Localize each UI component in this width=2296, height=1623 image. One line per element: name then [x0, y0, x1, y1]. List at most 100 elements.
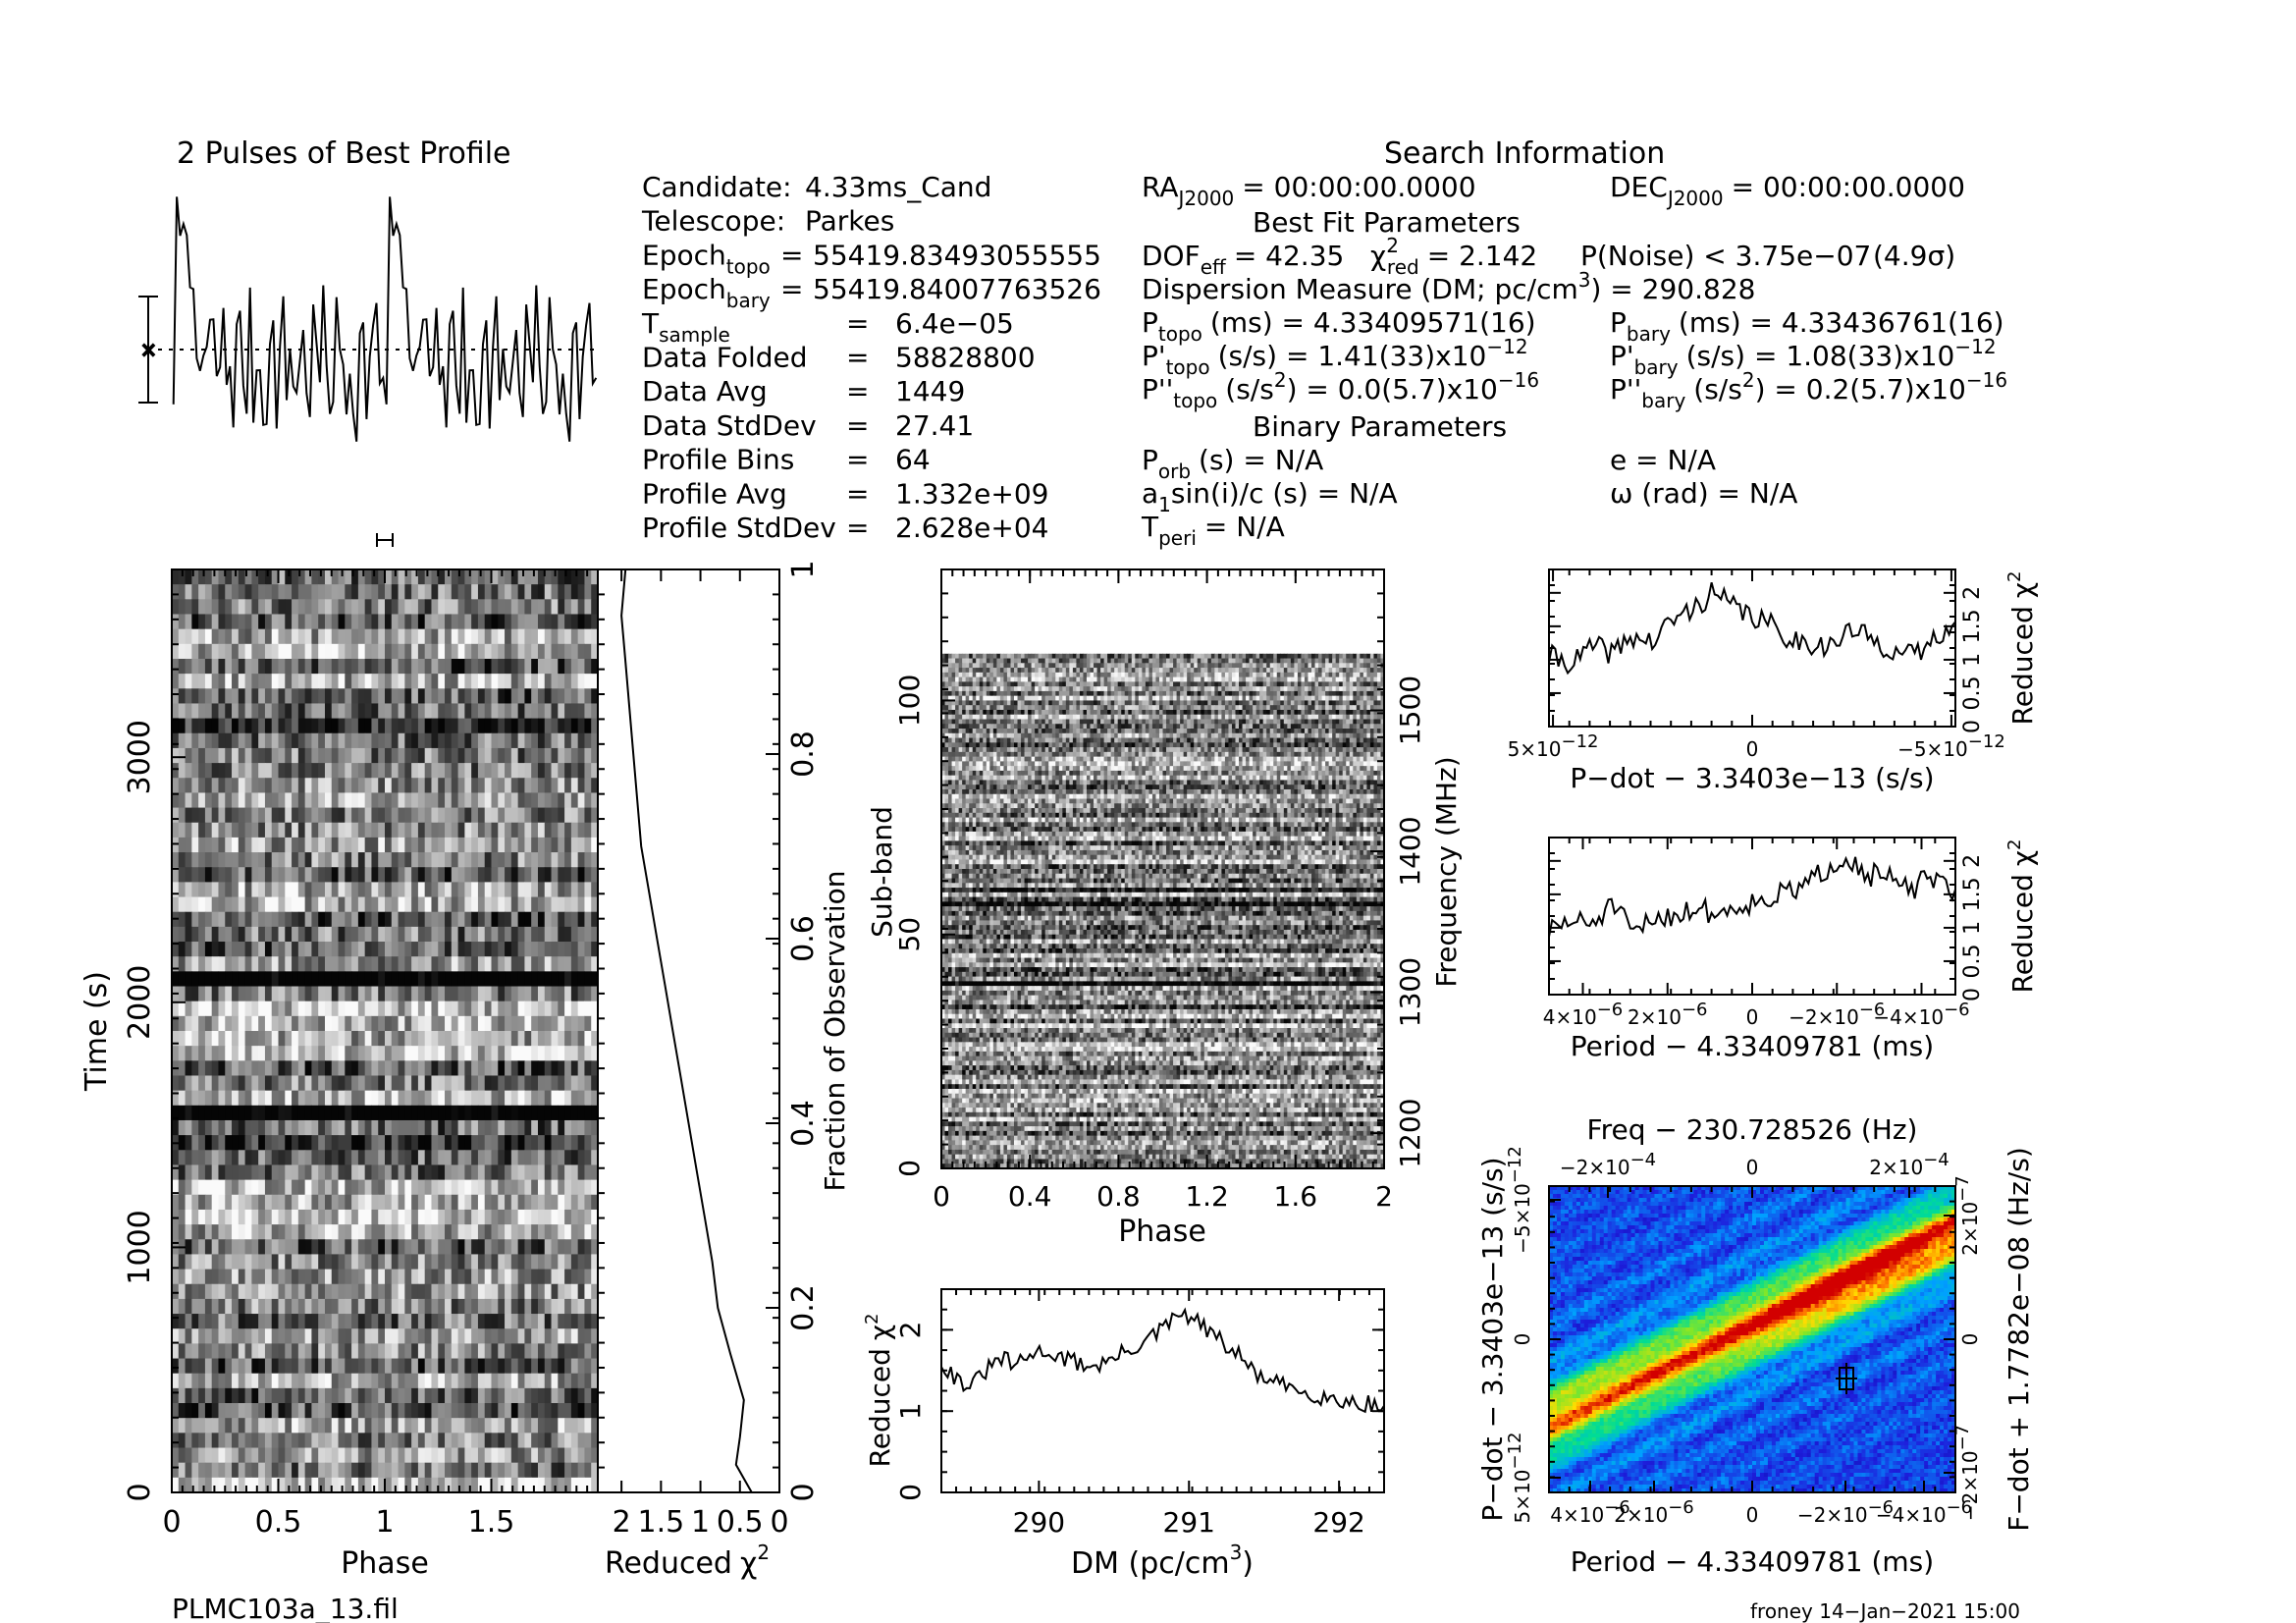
heatmap-cell	[510, 1433, 519, 1449]
heatmap-cell	[1155, 663, 1160, 669]
heatmap-cell	[357, 778, 366, 794]
heatmap-cell	[232, 1209, 240, 1225]
heatmap-cell	[378, 628, 386, 645]
heatmap-cell	[1145, 653, 1149, 660]
heatmap-cell	[1055, 672, 1060, 678]
heatmap-cell	[1304, 668, 1309, 674]
heatmap-cell	[271, 1179, 280, 1196]
heatmap-cell	[371, 1358, 379, 1375]
heatmap-cell	[311, 763, 319, 779]
heatmap-cell	[172, 1447, 180, 1464]
heatmap-cell	[271, 1403, 280, 1419]
heatmap-cell	[258, 1283, 266, 1300]
heatmap-cell	[451, 1194, 459, 1211]
heatmap-cell	[225, 1164, 233, 1181]
heatmap-cell	[351, 1179, 359, 1196]
heatmap-cell	[517, 942, 526, 957]
info-row-value: 1.332e+09	[895, 477, 1048, 510]
heatmap-cell	[357, 1298, 366, 1315]
heatmap-cell	[391, 986, 400, 1002]
heatmap-cell	[537, 1462, 546, 1479]
heatmap-cell	[1176, 653, 1181, 660]
heatmap-cell	[431, 986, 439, 1002]
heatmap-cell	[537, 628, 546, 645]
heatmap-cell	[297, 1239, 306, 1256]
heatmap-cell	[204, 1387, 213, 1404]
heatmap-cell	[544, 732, 553, 749]
heatmap-cell	[577, 1224, 586, 1240]
heatmap-cell	[411, 792, 419, 809]
heatmap-cell	[391, 1031, 400, 1047]
heatmap-cell	[411, 837, 419, 853]
heatmap-cell	[364, 688, 373, 705]
heatmap-cell	[391, 882, 400, 898]
heatmap-cell	[1187, 653, 1192, 660]
heatmap-cell	[311, 1462, 319, 1479]
heatmap-cell	[591, 1403, 599, 1419]
heatmap-cell	[1183, 676, 1188, 682]
heatmap-cell	[477, 1269, 486, 1285]
heatmap-cell	[391, 1015, 400, 1032]
heatmap-cell	[1021, 658, 1026, 664]
heatmap-cell	[324, 1298, 333, 1315]
heatmap-cell	[517, 911, 526, 928]
heatmap-cell	[204, 1447, 213, 1464]
heatmap-cell	[338, 1403, 346, 1419]
heatmap-cell	[431, 807, 439, 824]
heatmap-cell	[398, 1358, 405, 1375]
heatmap-cell	[544, 1164, 553, 1181]
heatmap-cell	[551, 1119, 559, 1136]
heatmap-cell	[285, 1269, 293, 1285]
heatmap-cell	[544, 584, 553, 600]
heatmap-cell	[524, 703, 532, 720]
heatmap-cell	[438, 822, 446, 839]
heatmap-cell	[292, 986, 299, 1002]
heatmap-cell	[431, 1387, 439, 1404]
heatmap-cell	[185, 1239, 192, 1256]
heatmap-cell	[1169, 658, 1174, 664]
heatmap-cell	[584, 1328, 592, 1344]
heatmap-cell	[524, 1477, 532, 1493]
heatmap-cell	[204, 942, 213, 957]
heatmap-cell	[1321, 668, 1326, 674]
heatmap-cell	[331, 1403, 340, 1419]
heatmap-cell	[371, 807, 379, 824]
dof-field: DOFeff = 42.35	[1142, 240, 1344, 279]
heatmap-cell	[211, 584, 220, 600]
heatmap-cell	[385, 1194, 393, 1211]
heatmap-cell	[524, 614, 532, 630]
heatmap-cell	[311, 1269, 319, 1285]
heatmap-cell	[591, 1060, 599, 1077]
heatmap-cell	[477, 1433, 486, 1449]
heatmap-cell	[391, 926, 400, 943]
heatmap-cell	[564, 1164, 572, 1181]
heatmap-cell	[424, 628, 433, 645]
heatmap-cell	[258, 778, 266, 794]
heatmap-cell	[524, 1224, 532, 1240]
heatmap-cell	[304, 1015, 313, 1032]
heatmap-cell	[438, 1328, 446, 1344]
heatmap-cell	[1124, 676, 1129, 682]
heatmap-cell	[331, 1283, 340, 1300]
heatmap-cell	[1100, 676, 1105, 682]
heatmap-cell	[244, 1060, 252, 1077]
heatmap-cell	[451, 837, 459, 853]
heatmap-cell	[457, 971, 465, 988]
heatmap-cell	[204, 792, 213, 809]
heatmap-cell	[191, 732, 199, 749]
heatmap-cell	[445, 1060, 453, 1077]
heatmap-cell	[351, 1150, 359, 1166]
heatmap-cell	[491, 882, 499, 898]
heatmap-cell	[357, 1075, 366, 1092]
heatmap-cell	[498, 643, 506, 660]
heatmap-cell	[251, 1046, 259, 1061]
heatmap-cell	[404, 792, 412, 809]
heatmap-cell	[278, 599, 286, 616]
heatmap-cell	[211, 1075, 220, 1092]
heatmap-cell	[297, 732, 306, 749]
x-tick-label: 0	[770, 1505, 788, 1540]
heatmap-cell	[551, 1343, 559, 1360]
heatmap-cell	[351, 942, 359, 957]
heatmap-cell	[577, 1179, 586, 1196]
heatmap-cell	[264, 1418, 273, 1434]
